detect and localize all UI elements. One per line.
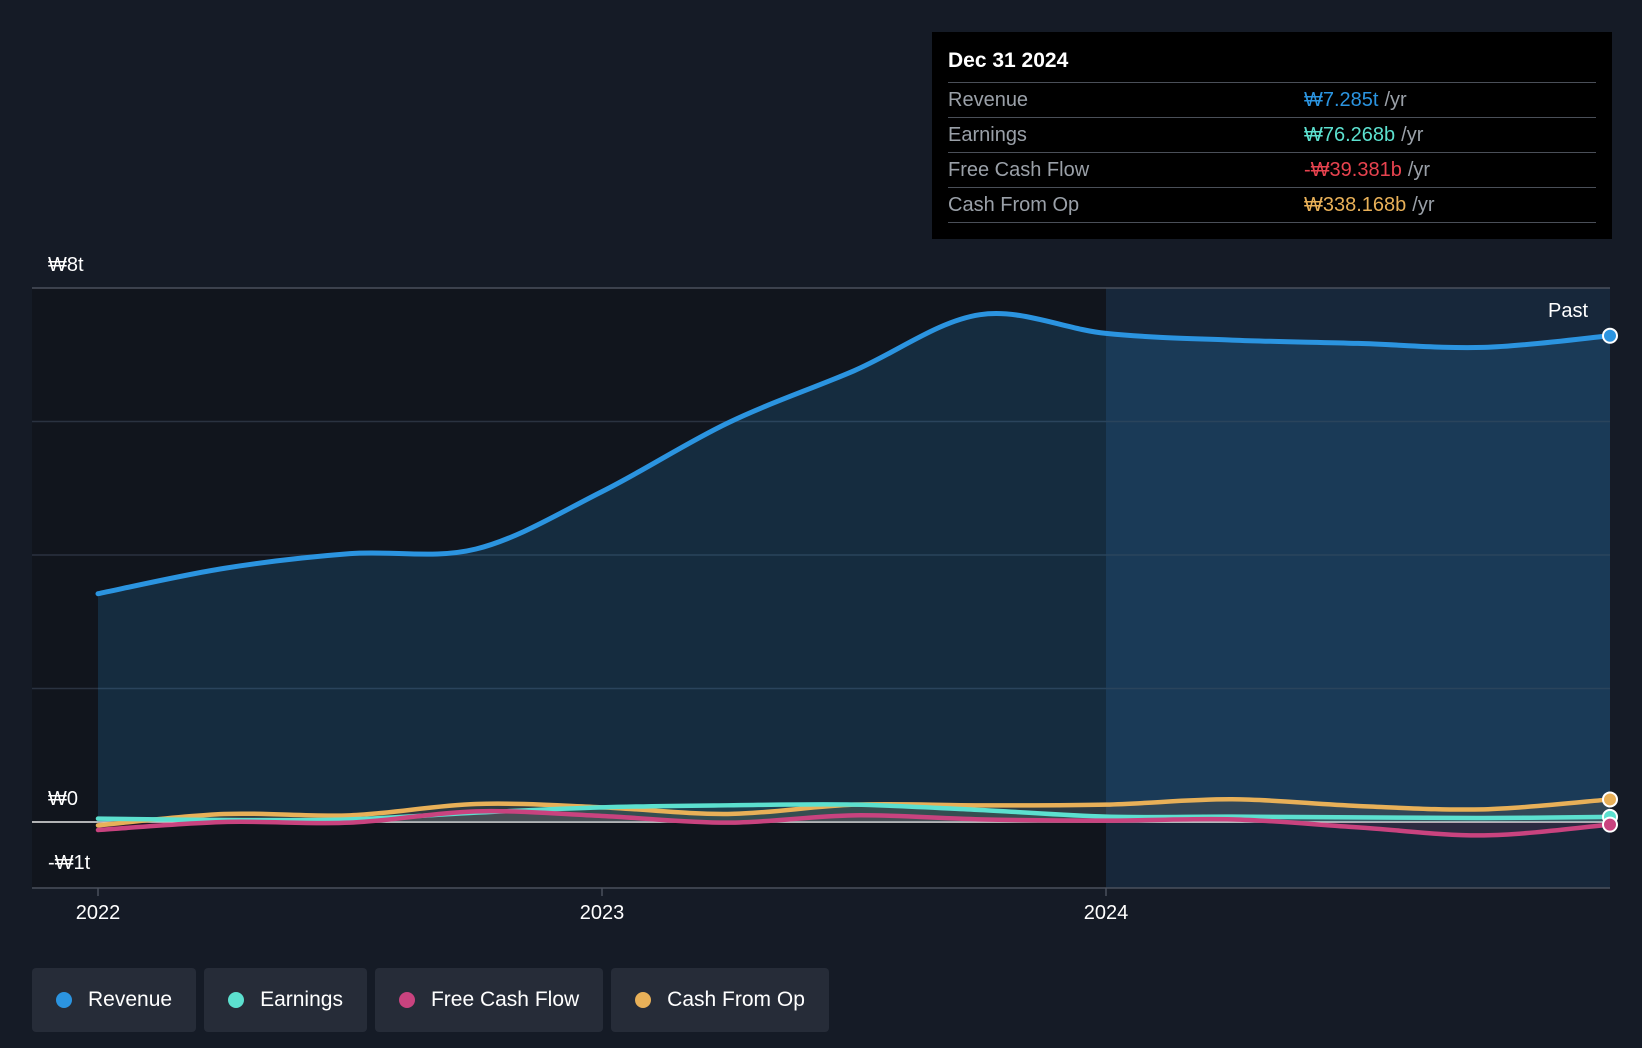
legend-item-cash-from-op[interactable]: Cash From Op xyxy=(611,968,829,1032)
legend-label: Earnings xyxy=(260,988,343,1011)
cash-from-op-end-marker[interactable] xyxy=(1602,791,1618,808)
tooltip-value: ₩338.168b xyxy=(1304,194,1407,216)
tooltip-panel: Dec 31 2024 Revenue ₩7.285t /yr Earnings… xyxy=(932,32,1612,239)
tooltip-value: ₩7.285t xyxy=(1304,89,1379,111)
tooltip-label: Cash From Op xyxy=(948,194,1080,216)
y-tick-label-bottom: -₩1t xyxy=(48,852,91,874)
chart-legend: Revenue Earnings Free Cash Flow Cash Fro… xyxy=(32,968,829,1032)
cash-from-op-dot-icon xyxy=(635,992,652,1008)
legend-label: Cash From Op xyxy=(667,988,805,1011)
revenue-dot-icon xyxy=(56,992,72,1008)
tooltip-unit: /yr xyxy=(1412,194,1435,216)
tooltip-unit: /yr xyxy=(1407,159,1431,181)
legend-item-earnings[interactable]: Earnings xyxy=(204,968,367,1032)
earnings-dot-icon xyxy=(228,992,245,1008)
free-cash-flow-area xyxy=(98,811,1610,836)
tooltip-row-earnings: Earnings ₩76.268b /yr xyxy=(948,118,1596,153)
legend-label: Free Cash Flow xyxy=(430,988,580,1011)
free-cash-flow-line xyxy=(95,808,1613,838)
legend-item-free-cash-flow[interactable]: Free Cash Flow xyxy=(374,968,604,1032)
tooltip-date: Dec 31 2024 xyxy=(948,46,1596,83)
free-cash-flow-dot-icon xyxy=(398,992,415,1008)
series-end-markers[interactable] xyxy=(1602,327,1618,833)
series-lines xyxy=(95,311,1613,838)
legend-item-revenue[interactable]: Revenue xyxy=(32,968,197,1032)
tooltip-label: Free Cash Flow xyxy=(948,159,1090,181)
tooltip-label: Revenue xyxy=(948,89,1029,111)
past-label: Past xyxy=(1548,300,1589,322)
x-tick-label-2022: 2022 xyxy=(75,902,121,924)
free-cash-flow-end-marker[interactable] xyxy=(1602,816,1618,833)
revenue-end-marker[interactable] xyxy=(1602,327,1618,344)
x-tick-label-2024: 2024 xyxy=(1083,902,1129,924)
revenue-area xyxy=(98,313,1610,822)
earnings-line xyxy=(95,802,1613,823)
tooltip-row-cash-from-op: Cash From Op ₩338.168b /yr xyxy=(948,188,1596,223)
legend-label: Revenue xyxy=(88,988,173,1011)
tooltip-value: ₩76.268b xyxy=(1304,124,1396,146)
tooltip-row-revenue: Revenue ₩7.285t /yr xyxy=(948,83,1596,118)
past-region xyxy=(32,288,1106,888)
tooltip-label: Earnings xyxy=(948,124,1027,146)
revenue-line xyxy=(95,311,1613,597)
highlight-region xyxy=(1106,288,1610,888)
y-tick-label-top: ₩8t xyxy=(48,254,84,276)
tooltip-unit: /yr xyxy=(1401,124,1424,146)
x-tick-label-2023: 2023 xyxy=(579,902,625,924)
tooltip-row-free-cash-flow: Free Cash Flow -₩39.381b /yr xyxy=(948,153,1596,188)
tooltip-value: -₩39.381b xyxy=(1304,159,1402,181)
tooltip-unit: /yr xyxy=(1384,89,1407,111)
y-tick-label-zero: ₩0 xyxy=(48,788,78,810)
